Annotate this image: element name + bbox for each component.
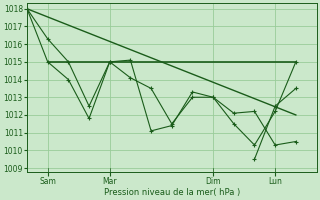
X-axis label: Pression niveau de la mer( hPa ): Pression niveau de la mer( hPa ) xyxy=(104,188,240,197)
